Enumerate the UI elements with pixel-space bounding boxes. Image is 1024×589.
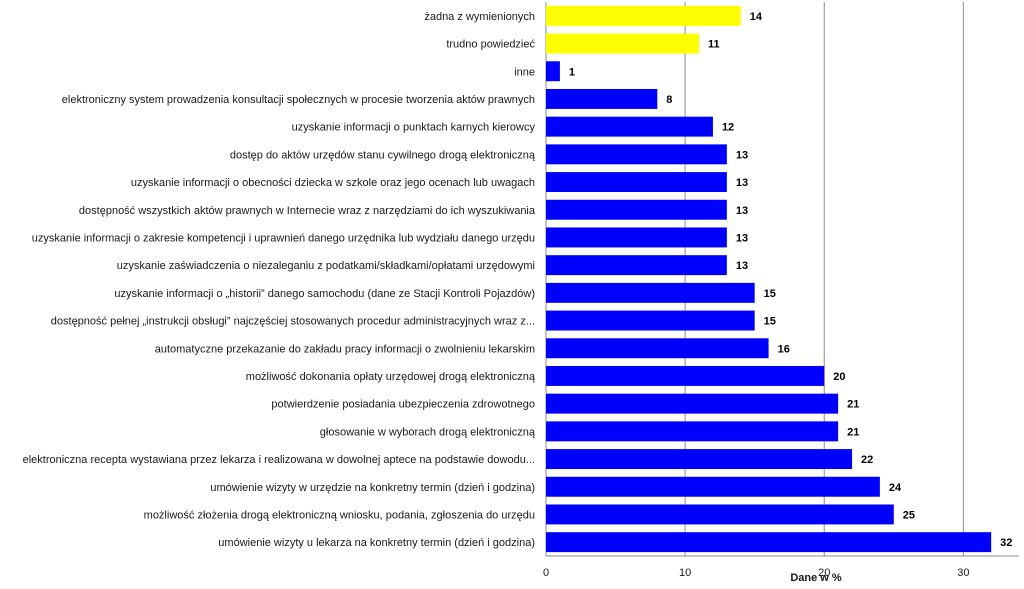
x-tick-label: 0 [543,567,549,579]
category-label: głosowanie w wyborach drogą elektroniczn… [320,426,536,438]
bar [546,5,741,26]
bar [546,338,769,359]
bar [546,33,700,54]
bar [546,116,713,137]
category-label: umówienie wizyty u lekarza na konkretny … [218,537,535,549]
category-label: automatyczne przekazanie do zakładu prac… [155,343,535,355]
value-label: 25 [903,509,915,521]
bar [546,199,727,220]
x-tick-label: 30 [957,567,969,579]
category-label: żadna z wymienionych [424,11,535,23]
category-label: uzyskanie informacji o punktach karnych … [292,122,536,134]
category-label: inne [514,66,535,78]
bar [546,449,853,470]
category-label: umówienie wizyty w urzędzie na konkretny… [210,482,535,494]
value-label: 32 [1000,537,1012,549]
value-label: 15 [764,316,776,328]
category-labels: żadna z wymienionych trudno powiedzieć inn… [23,11,536,549]
category-label: uzyskanie informacji o obecności dziecka… [131,177,535,189]
bar [546,310,755,331]
value-label: 8 [666,94,672,106]
value-label: 21 [847,426,859,438]
value-label: 11 [708,39,720,51]
bar [546,88,658,109]
value-label: 22 [861,454,873,466]
value-label: 20 [833,371,845,383]
value-label: 14 [750,11,763,23]
bar [546,61,560,82]
value-label: 21 [847,399,859,411]
category-label: trudno powiedzieć [446,39,535,51]
value-label: 15 [764,288,776,300]
category-label: dostępność pełnej „instrukcji obsługi” n… [51,316,535,328]
category-label: elektroniczna recepta wystawiana przez l… [23,454,535,466]
bar [546,421,839,442]
value-label: 13 [736,232,748,244]
category-label: możliwość złożenia drogą elektroniczną w… [144,509,535,521]
bar [546,172,727,193]
category-label: dostęp do aktów urzędów stanu cywilnego … [230,149,536,161]
value-label: 13 [736,205,748,217]
value-label: 24 [889,482,902,494]
value-label: 12 [722,122,734,134]
bar [546,476,880,497]
bar [546,532,992,553]
x-tick-label: 10 [679,567,691,579]
category-label: potwierdzenie posiadania ubezpieczenia z… [271,399,535,411]
bar [546,282,755,303]
x-axis-title: Dane w % [790,572,842,584]
category-label: dostępność wszystkich aktów prawnych w I… [79,205,536,217]
value-label: 16 [778,343,790,355]
value-label: 13 [736,260,748,272]
x-axis-ticks: 0 10 20 30 [543,567,970,579]
value-label: 13 [736,177,748,189]
gridlines [545,2,1019,557]
category-label: uzyskanie informacji o zakresie kompeten… [32,232,535,244]
category-label: uzyskanie zaświadczenia o niezaleganiu z… [117,260,535,272]
bar [546,365,825,386]
value-label: 13 [736,149,748,161]
bars [546,5,992,553]
category-label: możliwość dokonania opłaty urzędowej dro… [246,371,536,383]
bar [546,393,839,414]
value-label: 1 [569,66,575,78]
category-label: elektroniczny system prowadzenia konsult… [62,94,535,106]
bar [546,144,727,165]
bar [546,227,727,248]
bar [546,504,894,525]
x-tick-label: 20 [818,567,830,579]
category-label: uzyskanie informacji o „historii” danego… [114,288,535,300]
bar [546,255,727,276]
